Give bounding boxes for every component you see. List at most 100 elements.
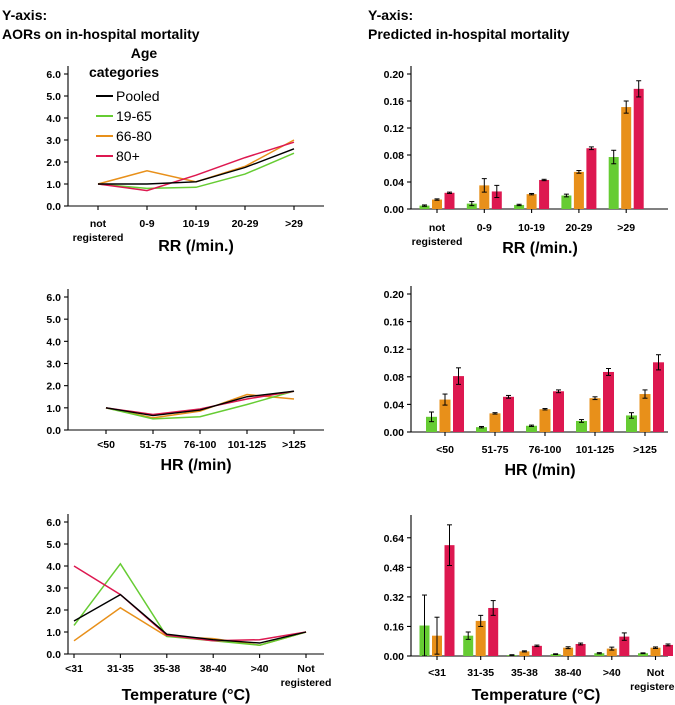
y-tick-label: 1.0 — [46, 403, 61, 415]
bar-66-80-50 — [439, 399, 451, 432]
y-tick-label: 0.20 — [384, 289, 405, 301]
legend: Age categories Pooled 19-65 66-80 80+ — [89, 45, 160, 164]
x-tick-label: registered — [412, 236, 463, 248]
legend-label-80: 80+ — [116, 148, 140, 164]
x-tick-label: registered — [281, 677, 332, 689]
y-tick-label: 0.08 — [384, 150, 405, 162]
x-tick-label: 10-19 — [183, 218, 210, 230]
bar-19-65-not-registered — [419, 205, 430, 209]
series-line-19-65 — [73, 562, 307, 646]
bar-19-65-50 — [426, 416, 437, 432]
y-tick-label: 6.0 — [46, 292, 61, 304]
y-tick-label: 0.0 — [46, 201, 61, 213]
y-tick-label: 0.16 — [384, 96, 405, 108]
bar-66-80-29 — [621, 107, 632, 209]
x-tick-label: 101-125 — [576, 444, 615, 456]
legend-label-pooled: Pooled — [116, 88, 160, 104]
y-tick-label: 3.0 — [46, 583, 61, 595]
y-tick-label: 4.0 — [46, 561, 61, 573]
y-tick-label: 4.0 — [46, 336, 61, 348]
chart-hr-pred: 0.00 0.04 0.08 0.12 0.16 0.20 <50 51-75 76-100 10… — [384, 286, 668, 479]
bar-19-65-0-9 — [466, 203, 477, 209]
x-axis-title: Temperature (°C) — [122, 687, 251, 704]
series-line-pooled — [98, 148, 295, 185]
x-axis-title: HR (/min) — [504, 462, 575, 479]
chart-temp-aor: 0.0 1.0 2.0 3.0 4.0 5.0 6.0 <31 31-35 35-38 38-40 >… — [46, 514, 331, 704]
y-tick-label: 5.0 — [46, 91, 61, 103]
x-tick-label: 31-35 — [467, 667, 494, 679]
bar-66-80-101-125 — [589, 398, 601, 432]
x-tick-label: 38-40 — [555, 667, 582, 679]
bar-19-65-38-40 — [550, 654, 561, 656]
bar-80-29 — [633, 88, 644, 209]
x-tick-label: registered — [73, 232, 124, 244]
y-tick-label: 0.48 — [384, 562, 405, 574]
x-tick-label: registered — [630, 681, 675, 693]
bar-80-31-35 — [488, 607, 499, 656]
y-tick-label: 2.0 — [46, 157, 61, 169]
chart-hr-aor: 0.0 1.0 2.0 3.0 4.0 5.0 6.0 <50 51-75 76-100 101-1… — [46, 289, 324, 474]
bar-19-65-125 — [626, 415, 637, 432]
x-tick-label: >40 — [251, 663, 269, 675]
y-tick-label: 0.0 — [46, 649, 61, 661]
x-tick-label: <50 — [97, 439, 115, 451]
y-tick-label: 3.0 — [46, 135, 61, 147]
x-tick-label: >125 — [633, 444, 657, 456]
right-header-line1: Y-axis: — [368, 7, 413, 23]
y-tick-label: 0.32 — [384, 592, 405, 604]
bar-80-0-9 — [491, 191, 502, 209]
x-tick-label: Not — [297, 663, 315, 675]
y-tick-label: 0.12 — [384, 344, 405, 356]
x-tick-label: >125 — [282, 439, 306, 451]
chart-rr-aor: 0.0 1.0 2.0 3.0 4.0 5.0 6.0 not registered 0-9 10-… — [46, 66, 324, 255]
bar-80-20-29 — [586, 148, 597, 209]
x-tick-label: <50 — [436, 444, 454, 456]
bar-19-65-51-75 — [476, 427, 487, 432]
y-tick-label: 1.0 — [46, 179, 61, 191]
chart-rr-pred: 0.00 0.04 0.08 0.12 0.16 0.20 not registered 0-9… — [384, 66, 668, 257]
x-axis-title: RR (/min.) — [502, 240, 578, 257]
y-tick-label: 0.00 — [384, 427, 405, 439]
legend-label-19-65: 19-65 — [116, 108, 152, 124]
x-tick-label: not — [90, 218, 107, 230]
y-tick-label: 6.0 — [46, 69, 61, 81]
x-tick-label: 101-125 — [228, 439, 267, 451]
y-tick-label: 0.04 — [384, 399, 405, 411]
x-tick-label: <31 — [428, 667, 446, 679]
bar-80-101-125 — [603, 371, 614, 432]
x-axis-title: RR (/min.) — [158, 238, 234, 255]
x-tick-label: 35-38 — [511, 667, 538, 679]
bar-66-80-76-100 — [539, 409, 551, 432]
series-line-80 — [73, 565, 307, 642]
x-tick-label: 76-100 — [529, 444, 562, 456]
y-tick-label: 0.64 — [384, 533, 405, 545]
bar-80-not-registered — [444, 192, 455, 209]
bar-80-not-registered — [663, 644, 673, 656]
x-axis-title: HR (/min) — [160, 457, 231, 474]
bar-19-65-20-29 — [561, 195, 572, 209]
bar-19-65-40 — [594, 653, 605, 656]
y-tick-label: 4.0 — [46, 113, 61, 125]
y-tick-label: 0.0 — [46, 425, 61, 437]
x-axis-title: Temperature (°C) — [472, 687, 601, 704]
x-tick-label: 76-100 — [184, 439, 217, 451]
x-tick-label: >29 — [285, 218, 303, 230]
x-tick-label: 38-40 — [200, 663, 227, 675]
bar-80-76-100 — [553, 391, 564, 432]
x-tick-label: 51-75 — [140, 439, 167, 451]
bar-80-51-75 — [503, 396, 514, 432]
left-header-line1: Y-axis: — [2, 7, 47, 23]
x-tick-label: Not — [647, 667, 665, 679]
bar-66-80-10-19 — [526, 194, 537, 209]
y-tick-label: 0.20 — [384, 69, 405, 81]
bar-19-65-76-100 — [526, 425, 537, 432]
legend-label-66-80: 66-80 — [116, 128, 152, 144]
x-tick-label: 20-29 — [565, 222, 592, 234]
y-tick-label: 0.12 — [384, 123, 405, 135]
bar-80-35-38 — [531, 645, 542, 656]
bar-19-65-31-35 — [463, 635, 474, 656]
x-tick-label: <31 — [65, 663, 83, 675]
bar-80-50 — [453, 376, 464, 432]
y-tick-label: 3.0 — [46, 359, 61, 371]
